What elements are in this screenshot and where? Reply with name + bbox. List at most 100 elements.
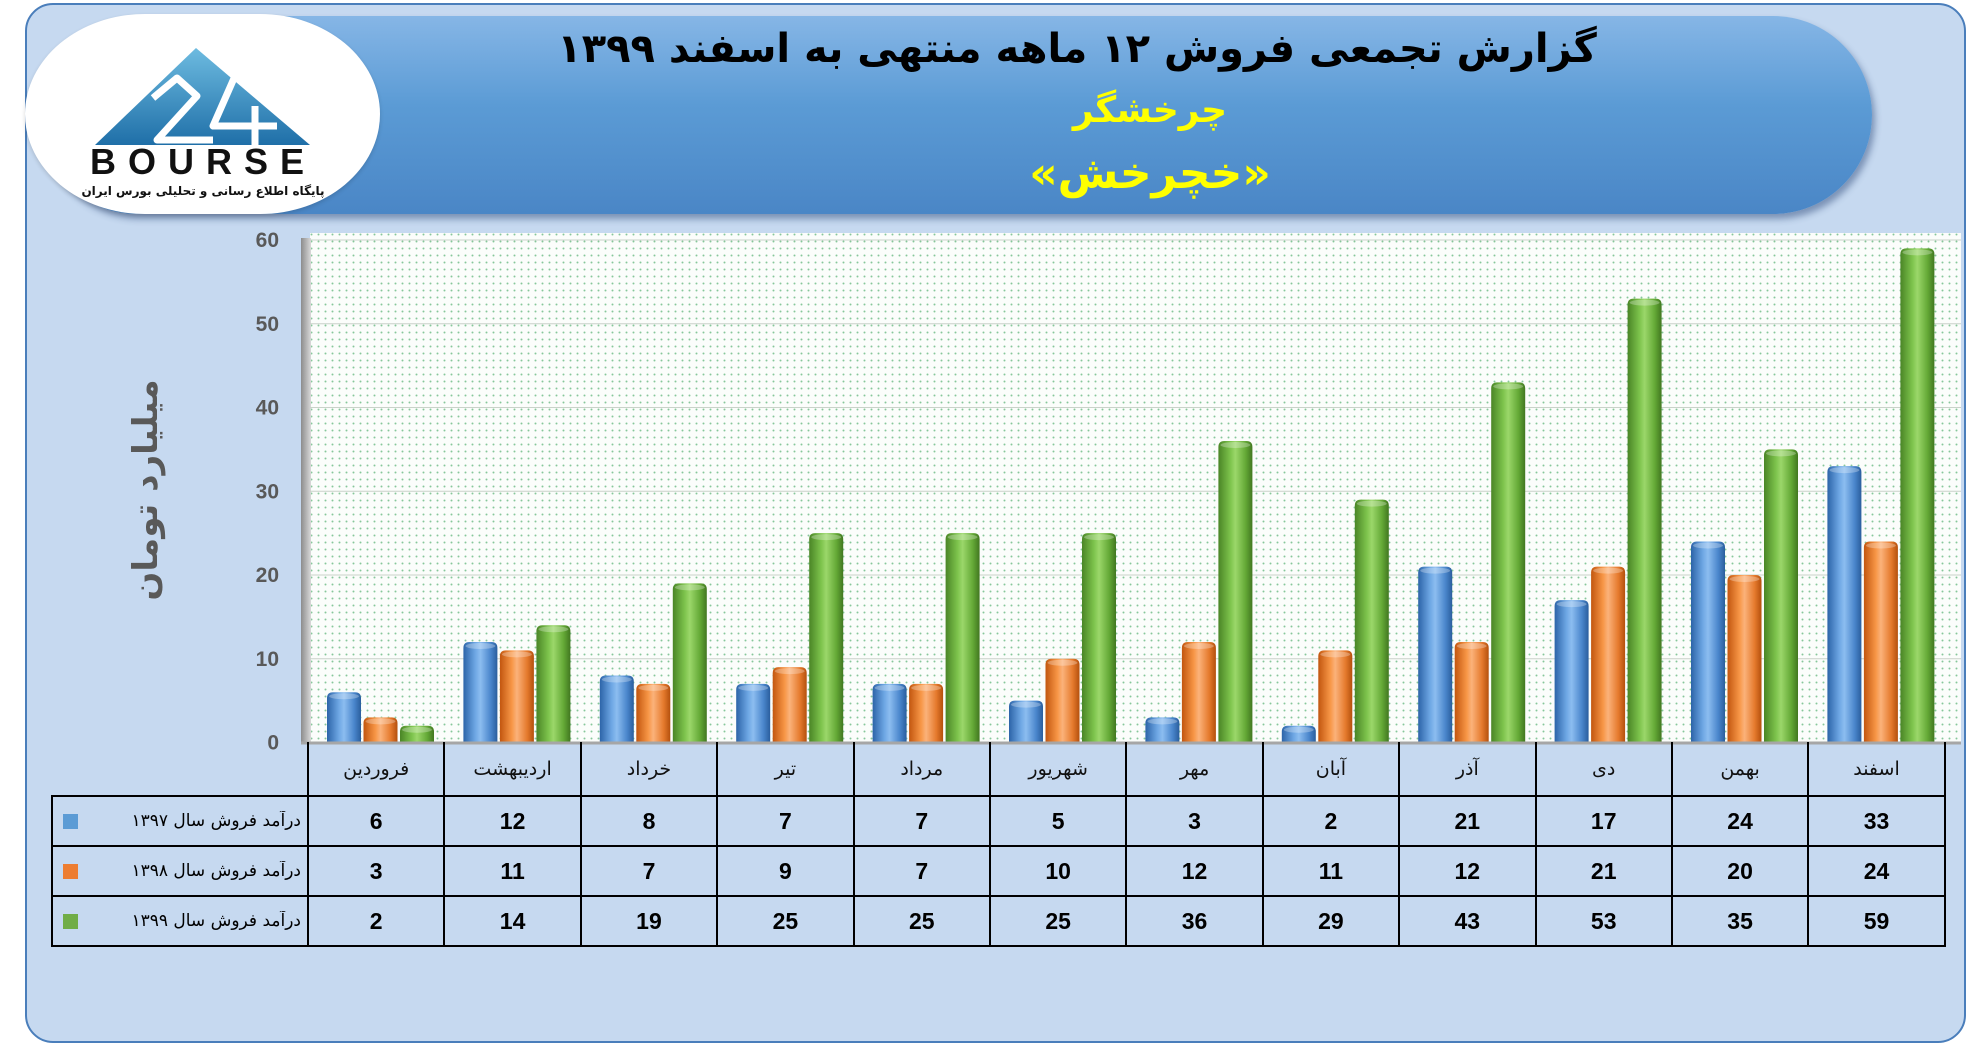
bar-body <box>327 692 361 743</box>
bar-body <box>1354 499 1389 743</box>
bar-top <box>1084 534 1114 541</box>
bar-series-2-7 <box>1181 642 1216 743</box>
data-label: 11 <box>443 845 582 897</box>
bar-body <box>463 642 498 743</box>
bar-top <box>911 684 942 691</box>
bar-body <box>1554 600 1589 743</box>
bar-top <box>601 676 632 683</box>
bar-series-3-8 <box>1354 499 1389 743</box>
data-label: 7 <box>579 845 719 897</box>
plot-area <box>310 233 1961 743</box>
bar-series-2-4 <box>772 667 807 743</box>
data-label: 9 <box>716 845 855 897</box>
category-label: دی <box>1534 742 1673 796</box>
data-label: 59 <box>1807 895 1946 947</box>
data-label: 21 <box>1534 845 1673 897</box>
bar-top <box>1456 643 1487 649</box>
bar-top <box>1693 542 1723 549</box>
category-label: اسفند <box>1807 742 1946 796</box>
category-label: آذر <box>1398 742 1537 796</box>
bar-top <box>365 718 396 725</box>
data-label: 3 <box>1125 795 1264 847</box>
company-name: چرخشگر <box>1072 90 1228 131</box>
bar-series-3-10 <box>1627 298 1662 743</box>
ticker-symbol: «خچرخش» <box>1029 148 1271 199</box>
data-label: 7 <box>716 795 855 847</box>
category-label: مهر <box>1125 742 1264 796</box>
data-label: 24 <box>1670 795 1810 847</box>
bar-top <box>1183 643 1214 649</box>
bar-top <box>811 534 842 541</box>
bar-body <box>1082 533 1116 743</box>
bar-top <box>1356 500 1387 507</box>
data-table: فروردین اردیبهشت خرداد تیر مرداد شهریور مهر آبا… <box>51 742 1946 947</box>
bar-body <box>1218 441 1253 743</box>
bar-series-3-2 <box>536 625 571 743</box>
bar-body <box>1863 541 1898 743</box>
data-label: 29 <box>1261 895 1401 947</box>
bar-top <box>1420 567 1451 574</box>
data-label: 2 <box>306 895 446 947</box>
bar-series-1-7 <box>1145 717 1180 743</box>
plot-side-wall <box>301 238 311 743</box>
bar-top <box>947 534 978 541</box>
legend-label: درآمد فروش سال ۱۳۹۷ <box>131 811 301 831</box>
data-label: 8 <box>579 795 719 847</box>
category-label: آبان <box>1261 742 1401 796</box>
y-tick-label: 60 <box>256 229 279 252</box>
bar-series-2-3 <box>636 683 671 743</box>
category-label: شهریور <box>988 742 1128 796</box>
logo-tagline: پایگاه اطلاع رسانی و تحلیلی بورس ایران <box>81 184 324 199</box>
bar-series-1-1 <box>327 692 361 743</box>
bar-series-1-6 <box>1009 700 1043 743</box>
bar-body <box>1318 650 1353 743</box>
logo: BOURSE پایگاه اطلاع رسانی و تحلیلی بورس … <box>25 14 380 214</box>
bar-top <box>1729 576 1760 582</box>
bar-top <box>1047 659 1078 666</box>
bar-top <box>1011 701 1041 708</box>
bar-top <box>874 684 905 691</box>
bar-body <box>772 667 807 743</box>
table-row: درآمد فروش سال ۱۳۹۹ 2 14 19 25 25 25 36 29 43 53 35… <box>51 895 1946 947</box>
bar-series-2-8 <box>1318 650 1353 743</box>
category-label: بهمن <box>1670 742 1810 796</box>
data-label: 10 <box>988 845 1128 897</box>
category-label: مرداد <box>852 742 991 796</box>
bar-top <box>1865 542 1896 549</box>
bar-body <box>636 683 671 743</box>
data-label: 21 <box>1398 795 1537 847</box>
table-row: درآمد فروش سال ۱۳۹۷ 6 12 8 7 7 5 3 2 21 17 24 33 <box>51 795 1946 847</box>
data-label: 25 <box>852 895 991 947</box>
bar-top <box>1320 651 1351 658</box>
data-label: 14 <box>443 895 582 947</box>
bar-series-1-5 <box>872 683 907 743</box>
bar-body <box>1900 248 1935 743</box>
bar-top <box>538 626 569 633</box>
category-label: فروردین <box>306 742 446 796</box>
bar-series-1-3 <box>599 675 634 743</box>
y-tick-label: 10 <box>256 648 279 671</box>
bar-series-3-7 <box>1218 441 1253 743</box>
bar-top <box>774 668 805 675</box>
bar-body <box>363 717 398 743</box>
bar-top <box>1220 442 1251 448</box>
bar-series-1-12 <box>1827 466 1862 743</box>
bar-body <box>1764 449 1798 743</box>
table-corner <box>52 742 308 796</box>
data-label: 24 <box>1807 845 1946 897</box>
data-label: 36 <box>1125 895 1264 947</box>
bar-series-2-12 <box>1863 541 1898 743</box>
bar-body <box>736 683 771 743</box>
bar-top <box>738 684 769 691</box>
bar-top <box>1766 450 1796 457</box>
bar-top <box>1593 567 1624 574</box>
bar-series-3-5 <box>945 533 980 743</box>
bar-series-2-6 <box>1045 658 1080 743</box>
bar-series-3-9 <box>1491 382 1526 743</box>
report-title: گزارش تجمعی فروش ۱۲ ماهه منتهی به اسفند … <box>557 26 1597 72</box>
data-label: 5 <box>988 795 1128 847</box>
y-tick-label: 20 <box>256 564 279 587</box>
bar-body <box>1491 382 1526 743</box>
bar-body <box>1454 642 1489 743</box>
